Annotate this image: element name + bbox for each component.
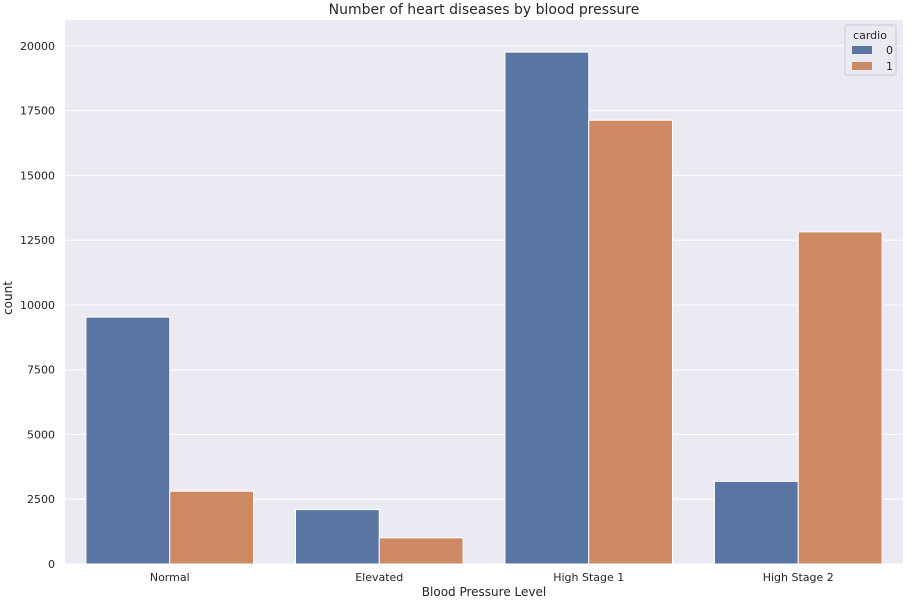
y-tick-label: 20000 [20, 40, 55, 53]
y-tick-label: 17500 [20, 105, 55, 118]
legend-title: cardio [853, 29, 887, 42]
bar-series-0 [294, 509, 380, 565]
x-tick-label: Elevated [355, 571, 403, 584]
bar-series-1 [797, 231, 883, 565]
y-tick-label: 7500 [27, 364, 55, 377]
x-tick-labels: Normal Elevated High Stage 1 High Stage 2 [150, 571, 834, 584]
bar-series-0 [504, 51, 590, 565]
x-axis-label: Blood Pressure Level [422, 585, 546, 599]
y-tick-label: 12500 [20, 234, 55, 247]
y-tick-label: 5000 [27, 428, 55, 441]
bar-series-0 [713, 480, 799, 565]
legend-swatch-1 [852, 62, 872, 70]
bar-series-1 [588, 119, 674, 565]
x-tick-label: Normal [150, 571, 190, 584]
bars [85, 51, 883, 565]
y-tick-label: 2500 [27, 493, 55, 506]
bar-series-0 [85, 316, 171, 565]
legend: cardio 0 1 [844, 24, 897, 76]
chart-title: Number of heart diseases by blood pressu… [329, 2, 640, 18]
y-tick-label: 0 [48, 558, 55, 571]
bar-series-1 [378, 537, 464, 565]
legend-label-1: 1 [886, 60, 893, 73]
y-tick-labels: 0 2500 5000 7500 10000 12500 15000 17500 20000 [20, 40, 55, 571]
x-tick-label: High Stage 2 [763, 571, 834, 584]
legend-swatch-0 [852, 46, 872, 54]
bar-series-1 [169, 490, 255, 565]
y-axis-label: count [1, 281, 15, 315]
y-tick-label: 15000 [20, 169, 55, 182]
y-tick-label: 10000 [20, 299, 55, 312]
x-tick-label: High Stage 1 [553, 571, 624, 584]
legend-label-0: 0 [886, 44, 893, 57]
